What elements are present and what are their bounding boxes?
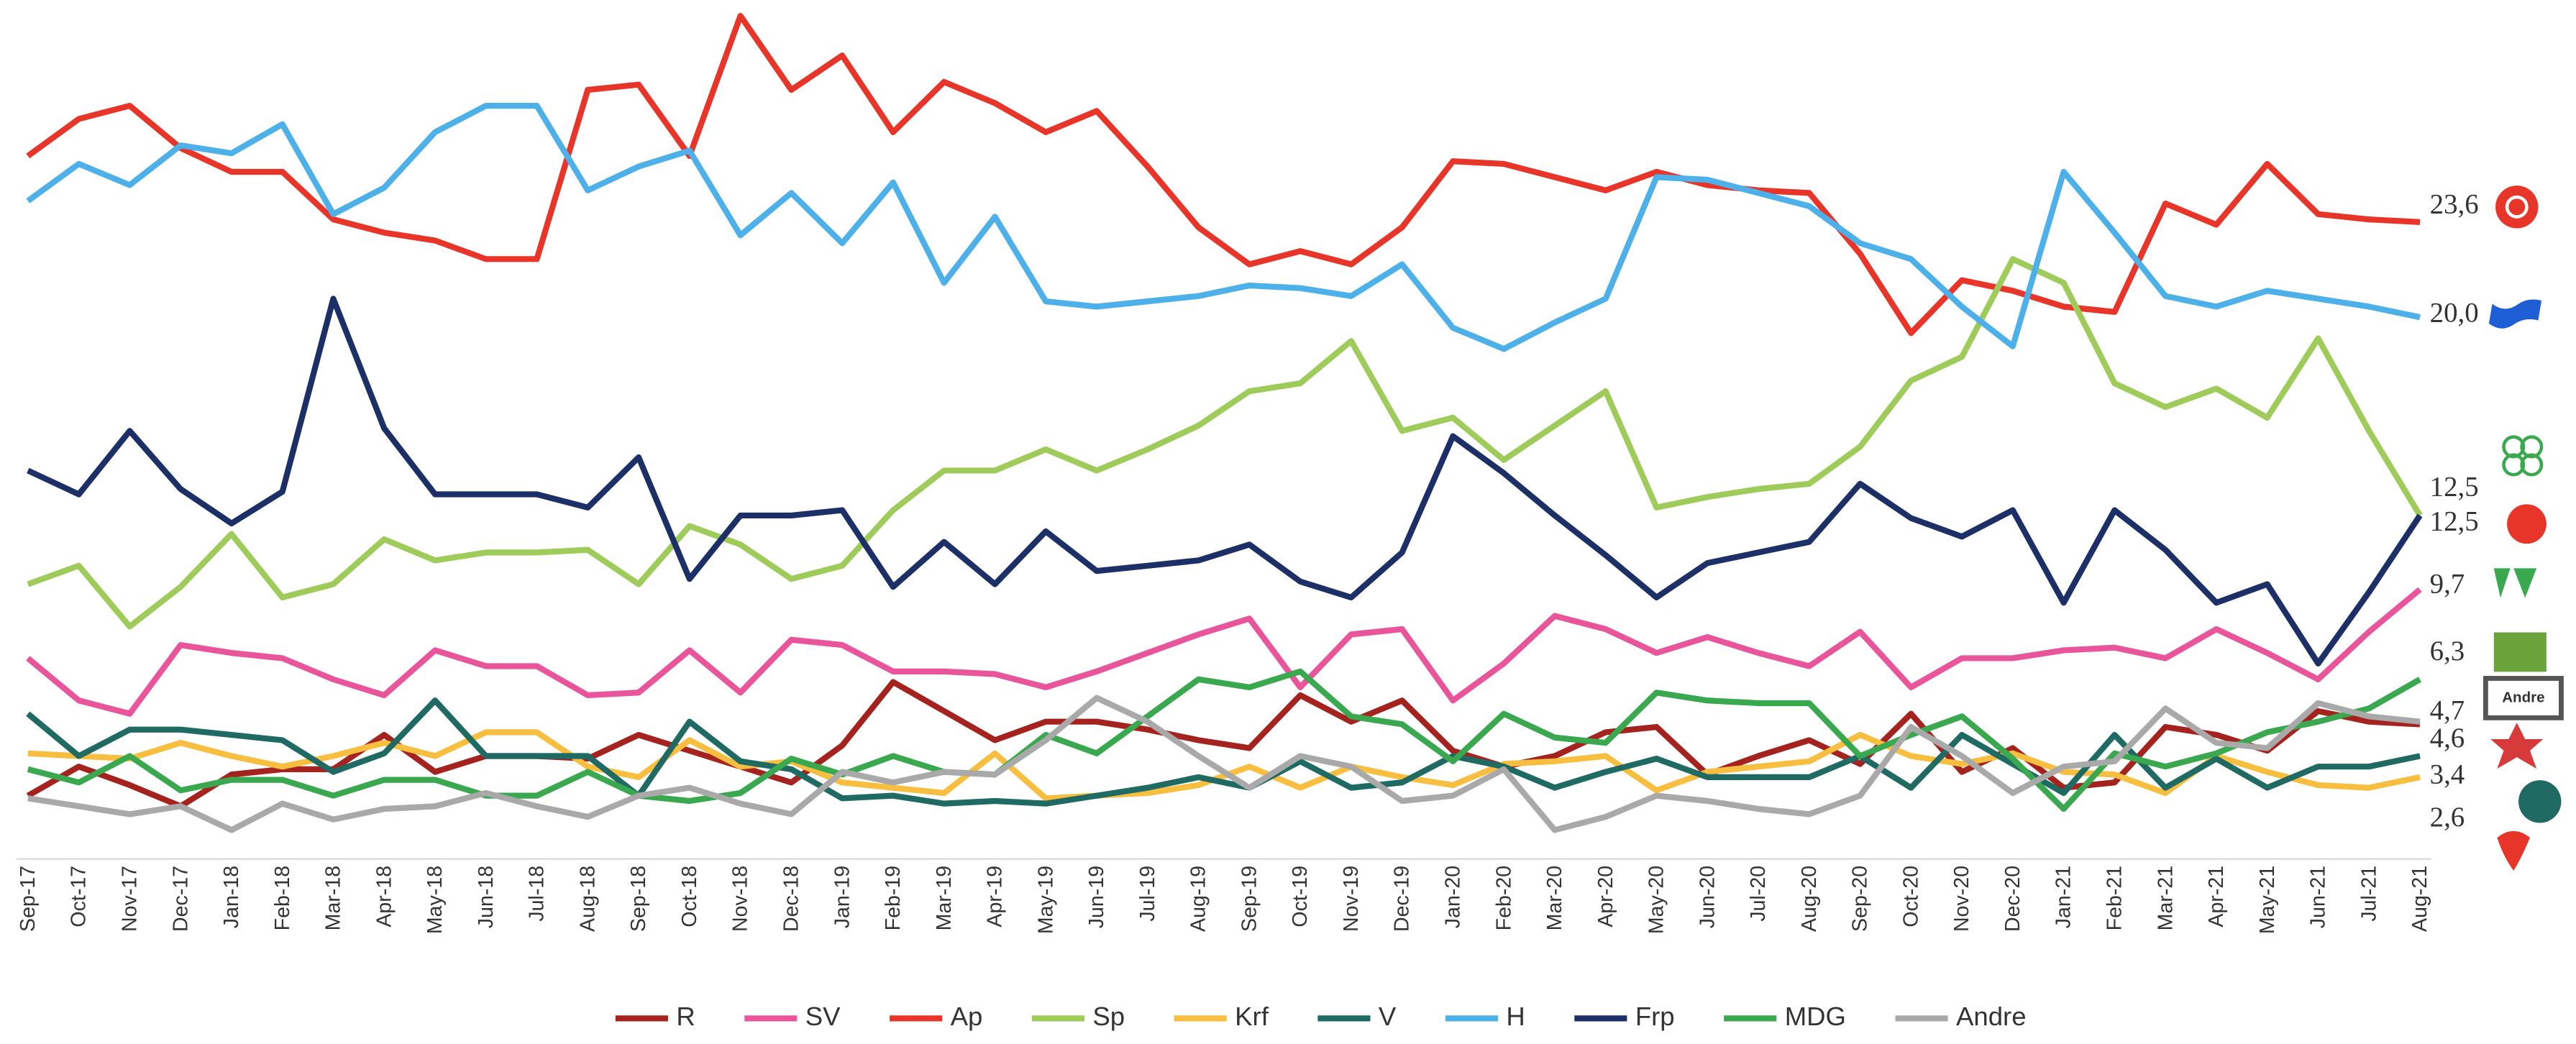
legend-label: Andre (1956, 1002, 2027, 1031)
x-tick-label: Sep-19 (1238, 866, 1261, 932)
x-tick-label: Oct-20 (1899, 866, 1922, 928)
series-line (27, 296, 2423, 667)
x-tick-label: May-18 (424, 866, 447, 934)
x-tick-label: Jun-21 (2307, 866, 2330, 928)
x-tick-label: Nov-20 (1950, 866, 1973, 932)
value-label: 23,6 (2430, 189, 2479, 220)
x-tick-label: Nov-17 (119, 866, 142, 932)
x-tick-label: Apr-21 (2205, 866, 2228, 928)
x-tick-label: Dec-19 (1391, 866, 1414, 932)
series-line (27, 729, 2421, 802)
legend-label: R (676, 1002, 695, 1031)
logo-frp (2507, 504, 2547, 544)
x-tick-label: Sep-20 (1849, 866, 1872, 932)
x-tick-label: Nov-19 (1340, 866, 1363, 932)
x-tick-label: Jul-18 (526, 866, 549, 922)
x-tick-label: Oct-18 (678, 866, 701, 928)
x-tick-label: Jul-20 (1747, 866, 1770, 922)
series-line (26, 12, 2421, 336)
logo-h (2488, 299, 2542, 329)
x-tick-label: Sep-17 (17, 866, 40, 932)
legend-label: Frp (1635, 1002, 1675, 1031)
x-tick-label: Mar-20 (1543, 866, 1566, 930)
series-line (27, 256, 2423, 630)
x-tick-label: Oct-17 (68, 866, 91, 928)
x-tick-label: Jan-18 (220, 866, 243, 928)
logo-v (2518, 780, 2562, 823)
x-tick-label: Aug-19 (1187, 866, 1210, 932)
value-label: 2,6 (2430, 802, 2465, 833)
x-tick-label: Feb-19 (882, 866, 905, 930)
x-tick-label: Dec-18 (780, 866, 803, 932)
x-tick-label: Jun-20 (1696, 866, 1719, 928)
series-line (26, 102, 2421, 352)
value-label: 3,4 (2430, 759, 2465, 789)
x-tick-label: Feb-18 (271, 866, 294, 930)
legend-label: V (1379, 1002, 1397, 1031)
logo-krf (2497, 830, 2531, 871)
value-label: 20,0 (2430, 298, 2479, 329)
x-tick-label: May-20 (1645, 866, 1668, 934)
x-tick-label: Jan-19 (831, 866, 854, 928)
value-label: 12,5 (2430, 506, 2479, 537)
x-tick-label: Mar-18 (322, 866, 345, 930)
logo-sp (2502, 435, 2544, 477)
x-tick-label: Jun-18 (475, 866, 498, 928)
logo-sv (2493, 568, 2537, 598)
x-tick-label: Nov-18 (729, 866, 752, 932)
legend-label: H (1506, 1002, 1525, 1031)
x-tick-label: May-21 (2256, 866, 2279, 934)
legend-label: Krf (1235, 1002, 1269, 1031)
logo-r (2490, 723, 2544, 769)
x-tick-label: Jun-19 (1085, 866, 1108, 928)
series-line (27, 668, 2422, 812)
x-tick-label: Jan-21 (2052, 866, 2075, 928)
legend-label: Sp (1092, 1002, 1125, 1031)
x-tick-label: Apr-19 (984, 866, 1007, 928)
value-label: 12,5 (2430, 472, 2479, 503)
logo-ap-rose (2505, 195, 2529, 219)
x-tick-label: Aug-21 (2408, 866, 2431, 932)
x-tick-label: Feb-20 (1492, 866, 1515, 930)
x-tick-label: Feb-21 (2104, 866, 2127, 930)
logo-andre (2483, 676, 2564, 720)
x-tick-label: Dec-17 (169, 866, 192, 932)
logo-mdg (2493, 632, 2547, 672)
x-tick-label: Jul-21 (2357, 866, 2380, 922)
logo-ap (2495, 186, 2539, 229)
x-tick-label: Oct-19 (1289, 866, 1312, 928)
x-tick-label: Apr-18 (373, 866, 396, 928)
x-tick-label: Dec-20 (2001, 866, 2024, 932)
value-label: 6,3 (2430, 636, 2465, 667)
legend-label: Ap (951, 1002, 983, 1031)
x-tick-label: Aug-20 (1798, 866, 1821, 932)
party-logos (2483, 186, 2564, 871)
legend: R SV Ap Sp Krf V H Frp MDG Andre (615, 1002, 2027, 1031)
series-line (27, 695, 2421, 833)
value-label: 4,7 (2430, 695, 2465, 725)
legend-label: MDG (1785, 1002, 1846, 1031)
x-tick-label: Jan-20 (1442, 866, 1465, 928)
x-tick-label: Mar-21 (2154, 866, 2177, 930)
x-tick-label: Aug-18 (576, 866, 599, 932)
x-tick-label: Mar-19 (933, 866, 956, 930)
x-tick-label: May-19 (1034, 866, 1057, 934)
x-tick-label: Jul-19 (1136, 866, 1159, 922)
x-tick-label: Sep-18 (627, 866, 650, 932)
logo-andre-text: Andre (2502, 689, 2544, 705)
value-label: 4,6 (2430, 723, 2465, 754)
legend-label: SV (805, 1002, 841, 1031)
value-label: 9,7 (2430, 568, 2465, 599)
x-tick-label: Apr-20 (1594, 866, 1617, 928)
series-line (26, 587, 2422, 717)
